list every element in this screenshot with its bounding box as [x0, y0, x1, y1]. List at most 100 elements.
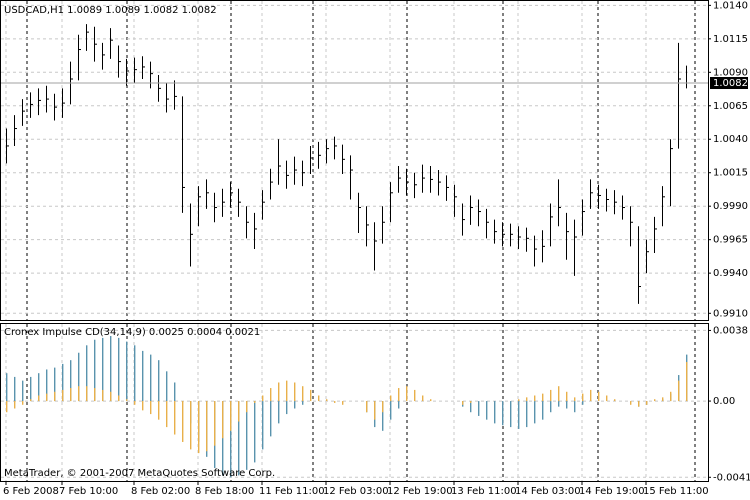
histogram-bar	[174, 401, 176, 435]
histogram-bar	[254, 401, 256, 403]
x-tick-label: 13 Feb 11:00	[451, 486, 517, 497]
histogram-bar	[174, 382, 176, 402]
histogram-bar	[430, 399, 432, 402]
histogram-bar	[6, 401, 8, 413]
histogram-bar	[246, 401, 248, 470]
histogram-bar	[54, 367, 56, 402]
histogram-bar	[398, 388, 400, 402]
histogram-bar	[414, 389, 416, 402]
histogram-bar	[62, 389, 64, 402]
y-tick-label: 1.0090	[713, 67, 748, 78]
histogram-bar	[406, 386, 408, 402]
histogram-bar	[566, 391, 568, 402]
histogram-bar	[326, 399, 328, 402]
histogram-bar	[118, 337, 120, 402]
histogram-bar	[422, 395, 424, 402]
histogram-bar	[374, 401, 376, 420]
histogram-bar	[278, 382, 280, 402]
histogram-bar	[22, 380, 24, 402]
histogram-bar	[550, 401, 552, 413]
histogram-bar	[134, 345, 136, 402]
histogram-bar	[470, 401, 472, 403]
histogram-bar	[158, 401, 160, 420]
histogram-bar	[30, 399, 32, 402]
histogram-bar	[102, 337, 104, 402]
labels: USDCAD,H1 1.0089 1.0089 1.0082 1.0082 Cr…	[3, 0, 750, 497]
x-tick-label: 7 Feb 10:00	[59, 486, 118, 497]
histogram-bar	[190, 401, 192, 450]
histogram-bar	[494, 401, 496, 424]
histogram-bar	[78, 352, 80, 402]
y-tick-label: 1.0115	[713, 34, 748, 45]
histogram-bar	[22, 401, 24, 405]
histogram-bar	[238, 401, 240, 422]
y-tick-label: 1.0040	[713, 134, 748, 145]
histogram-bar	[94, 388, 96, 402]
histogram-bar	[502, 401, 504, 426]
histogram-bar	[638, 401, 640, 407]
y-tick-label: 1.0015	[713, 168, 748, 179]
histogram-bar	[110, 391, 112, 402]
histogram-bar	[478, 401, 480, 416]
x-tick-label: 15 Feb 11:00	[643, 486, 709, 497]
histogram-bar	[198, 401, 200, 454]
histogram-bar	[230, 401, 232, 478]
histogram-bar	[214, 401, 216, 446]
histogram-bar	[94, 339, 96, 402]
histogram-bar	[630, 401, 632, 405]
histogram-bar	[318, 395, 320, 402]
histogram-bar	[222, 401, 224, 439]
indicator-title: Cronex Impulse CD(34,14,9) 0.0025 0.0004…	[4, 327, 260, 338]
histogram-bar	[518, 399, 520, 402]
histogram-bar	[286, 380, 288, 402]
histogram-bar	[334, 401, 336, 403]
histogram-bar	[14, 401, 16, 409]
histogram-bar	[574, 401, 576, 413]
y-tick-label: 0.9940	[713, 268, 748, 279]
histogram-bar	[270, 388, 272, 402]
histogram-bar	[270, 401, 272, 437]
histogram-bar	[166, 401, 168, 428]
histogram-bar	[78, 386, 80, 402]
histogram-bar	[390, 395, 392, 402]
last-price-box	[710, 77, 748, 90]
histogram-bar	[526, 401, 528, 428]
footer: MetaTrader, © 2001-2007 MetaQuotes Softw…	[4, 468, 275, 479]
x-tick-label: 8 Feb 02:00	[131, 486, 190, 497]
histogram-bar	[70, 388, 72, 402]
x-tick-label: 11 Feb 11:00	[259, 486, 325, 497]
histogram-bar	[230, 401, 232, 431]
histogram-bar	[182, 401, 184, 442]
histogram-bar	[526, 397, 528, 402]
histogram-bar	[54, 391, 56, 402]
histogram-bar	[470, 401, 472, 413]
histogram-bar	[6, 373, 8, 402]
histogram-bar	[390, 401, 392, 420]
histogram-bar	[542, 401, 544, 420]
histogram-bar	[86, 386, 88, 402]
histogram-bar	[534, 395, 536, 402]
chart-title: USDCAD,H1 1.0089 1.0089 1.0082 1.0082	[4, 5, 217, 16]
histogram-bar	[294, 382, 296, 402]
histogram-bar	[518, 401, 520, 429]
x-tick-label: 14 Feb 19:00	[579, 486, 645, 497]
histogram-bar	[86, 345, 88, 402]
histogram-bar	[566, 401, 568, 409]
histogram-bar	[262, 401, 264, 450]
y-tick-label: 0.9910	[713, 308, 748, 319]
histogram-bar	[150, 401, 152, 415]
histogram-bar	[550, 389, 552, 402]
histogram-bar	[46, 393, 48, 402]
histogram-bar	[590, 389, 592, 402]
x-tick-label: 14 Feb 03:00	[515, 486, 581, 497]
histogram-bar	[382, 401, 384, 413]
histogram-bar	[302, 401, 304, 405]
histogram-bar	[574, 397, 576, 402]
histogram-bar	[286, 401, 288, 415]
y-tick-label: -0.0041	[713, 472, 750, 483]
histogram-bar	[398, 401, 400, 409]
histogram-bar	[486, 401, 488, 420]
histogram-bar	[582, 393, 584, 402]
histogram-bar	[662, 397, 664, 402]
